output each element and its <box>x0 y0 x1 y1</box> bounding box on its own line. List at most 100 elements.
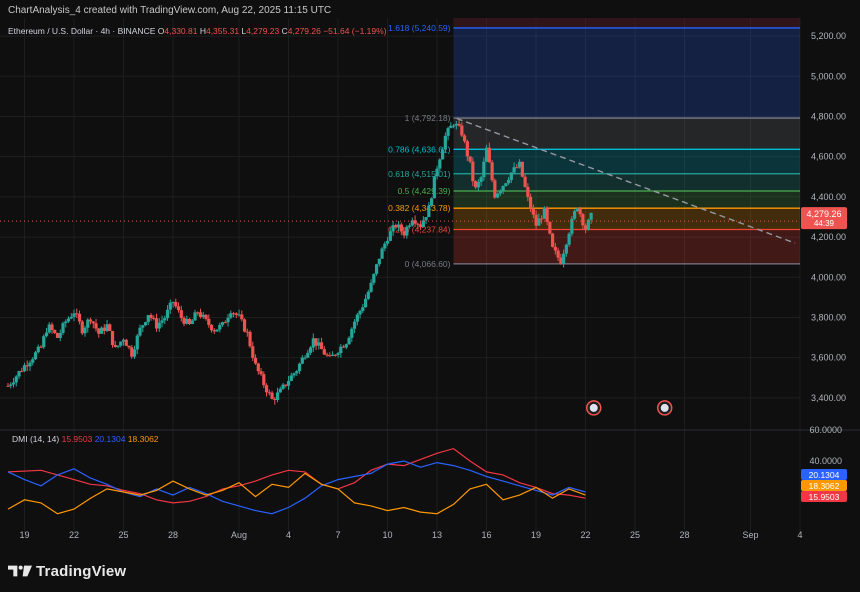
fib-level-label-0: 0 (4,066.60) <box>405 259 451 269</box>
candle-body <box>479 177 483 182</box>
candle-body <box>377 258 381 265</box>
candle-body <box>61 323 65 333</box>
candle-body <box>407 225 412 227</box>
candle-body <box>306 352 310 358</box>
candle-body <box>83 327 87 334</box>
candle-body <box>487 147 491 163</box>
candle-body <box>526 186 530 197</box>
time-axis-tick: 22 <box>69 530 79 540</box>
candle-body <box>369 282 373 292</box>
time-axis-tick: 25 <box>118 530 128 540</box>
candle-body <box>152 317 156 319</box>
candle-body <box>454 123 458 126</box>
candle-body <box>383 243 387 249</box>
candle-body <box>559 257 563 265</box>
candle-body <box>281 384 285 389</box>
candle-body <box>366 291 370 299</box>
fib-level-label-1.618: 1.618 (5,240.59) <box>388 23 451 33</box>
candle-body <box>11 382 16 385</box>
candle-body <box>468 156 472 162</box>
time-axis-tick: 16 <box>481 530 491 540</box>
dmi-value-badge-text: 15.9503 <box>809 492 840 502</box>
dmi-series-3 <box>7 472 586 515</box>
price-axis-tick: 4,800.00 <box>811 111 846 121</box>
brand[interactable]: TradingView <box>8 561 126 581</box>
candle-body <box>262 374 266 386</box>
candle-body <box>339 346 343 354</box>
candle-body <box>548 221 552 234</box>
candle-body <box>460 125 464 136</box>
candle-body <box>182 317 186 324</box>
time-axis-tick: 28 <box>679 530 689 540</box>
candles <box>6 119 593 405</box>
candle-body <box>209 324 214 331</box>
candle-body <box>44 332 49 337</box>
candle-body <box>473 181 478 188</box>
candle-body <box>220 322 225 325</box>
candle-body <box>515 167 519 169</box>
fib-level-label-1: 1 (4,792.18) <box>405 113 451 123</box>
candle-body <box>69 316 73 319</box>
candle-body <box>91 321 95 324</box>
time-axis-tick: 22 <box>580 530 590 540</box>
candle-body <box>143 322 148 326</box>
candle-body <box>451 125 456 127</box>
candle-body <box>575 208 579 212</box>
candle-body <box>573 211 577 219</box>
fib-band-0.236 <box>453 229 800 264</box>
candle-body <box>226 317 230 323</box>
fib-level-label-0.236: 0.236 (4,237.84) <box>388 224 451 234</box>
price-axis-tick: 4,600.00 <box>811 152 846 162</box>
candle-body <box>187 318 192 325</box>
candle-body <box>562 253 566 265</box>
us-flag-event-icon[interactable] <box>656 400 673 416</box>
candle-body <box>121 339 126 342</box>
time-axis-tick: 19 <box>19 530 29 540</box>
candle-body <box>20 371 24 373</box>
candle-body <box>567 233 571 245</box>
us-flag-event-icon[interactable] <box>586 400 602 416</box>
candle-body <box>509 172 513 180</box>
time-axis-tick: 25 <box>630 530 640 540</box>
candle-body <box>165 309 170 319</box>
candle-body <box>218 324 222 330</box>
candle-body <box>267 392 271 394</box>
candle-body <box>240 314 244 320</box>
candle-body <box>476 181 480 188</box>
time-axis-tick: Aug <box>231 530 247 540</box>
candle-body <box>86 319 90 328</box>
candle-body <box>429 198 434 206</box>
attribution-bar: ChartAnalysis_4 created with TradingView… <box>0 0 860 22</box>
dmi-value-badge <box>801 491 847 502</box>
time-axis-tick: 4 <box>286 530 291 540</box>
price-axis-tick: 5,200.00 <box>811 31 846 41</box>
candle-body <box>171 301 175 303</box>
candle-body <box>311 338 315 348</box>
candle-body <box>556 250 560 258</box>
chart-area[interactable]: 1.618 (5,240.59) 1 (4,792.18) 0.786 (4,636… <box>0 18 860 548</box>
candle-body <box>449 125 453 129</box>
candle-body <box>344 344 348 348</box>
candle-body <box>53 330 57 333</box>
candle-body <box>553 246 557 251</box>
candle-body <box>328 355 332 357</box>
candle-body <box>248 331 252 347</box>
fib-level-label-0.786: 0.786 (4,636.61) <box>388 144 451 154</box>
candle-body <box>495 193 500 198</box>
dmi-series-2 <box>7 460 586 515</box>
candle-body <box>542 207 546 219</box>
candle-body <box>413 220 417 224</box>
candle-body <box>570 218 574 234</box>
candle-body <box>113 345 117 347</box>
candle-body <box>520 161 524 177</box>
candle-body <box>363 298 368 308</box>
dmi-axis-tick: 40.0000 <box>809 456 842 466</box>
candle-body <box>77 313 82 322</box>
candle-body <box>119 341 123 346</box>
attribution-text: ChartAnalysis_4 created with TradingView… <box>8 5 332 16</box>
candle-body <box>42 336 46 348</box>
chart-svg[interactable]: 1.618 (5,240.59) 1 (4,792.18) 0.786 (4,636… <box>0 18 860 548</box>
candle-body <box>352 321 357 329</box>
current-price-value: 4,279.26 <box>806 209 841 219</box>
candle-body <box>163 318 167 321</box>
